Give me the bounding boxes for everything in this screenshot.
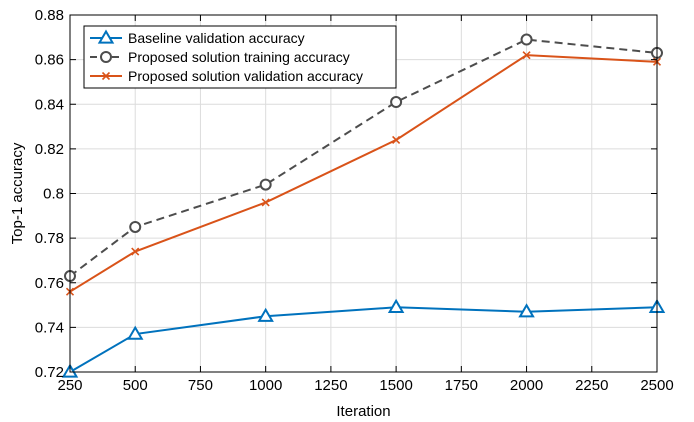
series-line xyxy=(69,306,658,373)
data-point xyxy=(257,307,274,322)
series-layer xyxy=(61,33,666,378)
data-point xyxy=(129,220,142,233)
legend-entry: Proposed solution training accuracy xyxy=(90,49,350,65)
y-tick-label: 0.76 xyxy=(35,275,64,292)
x-tick-label: 1000 xyxy=(249,377,282,394)
series-line xyxy=(69,54,658,293)
legend-box xyxy=(83,25,397,89)
y-tick-label: 0.8 xyxy=(43,186,64,203)
legend-swatch-marker xyxy=(101,71,111,81)
data-point xyxy=(390,96,403,109)
data-point xyxy=(259,178,272,191)
y-tick-label: 0.84 xyxy=(35,96,64,113)
x-tick-label: 1750 xyxy=(445,377,478,394)
x-tick-label: 250 xyxy=(57,377,82,394)
y-tick-label: 0.78 xyxy=(35,230,64,247)
y-tick-label: 0.74 xyxy=(35,319,64,336)
data-point xyxy=(392,135,401,145)
y-tick-label: 0.72 xyxy=(35,364,64,381)
legend-swatch-marker xyxy=(100,51,112,63)
legend-label: Baseline validation accuracy xyxy=(128,30,305,46)
legend-label: Proposed solution validation accuracy xyxy=(128,68,363,84)
x-tick-label: 1250 xyxy=(314,377,347,394)
data-point xyxy=(126,325,144,340)
legend: Baseline validation accuracy Proposed sol… xyxy=(83,25,397,89)
legend-entry: Proposed solution validation accuracy xyxy=(90,68,363,84)
legend-label: Proposed solution training accuracy xyxy=(128,49,350,65)
data-point xyxy=(522,51,531,60)
data-point xyxy=(261,198,270,207)
y-tick-label: 0.82 xyxy=(35,141,64,158)
series-line xyxy=(69,38,658,277)
x-tick-label: 1500 xyxy=(379,377,412,394)
y-axis-title: Top-1 accuracy xyxy=(9,142,26,244)
legend-swatch-marker xyxy=(97,29,115,44)
data-point xyxy=(131,247,140,256)
x-tick-label: 2250 xyxy=(575,377,608,394)
x-axis-title: Iteration xyxy=(336,403,390,420)
data-point xyxy=(387,298,405,313)
axis-ticks: 250 500 750 1000 1250 1500 1750 2000 2250 2500 0.7… xyxy=(35,7,674,394)
x-tick-label: 500 xyxy=(123,377,148,394)
y-tick-label: 0.86 xyxy=(35,52,64,69)
legend-entry: Baseline validation accuracy xyxy=(90,29,305,46)
series-2 xyxy=(64,33,663,283)
y-tick-label: 0.88 xyxy=(35,7,64,24)
data-point xyxy=(520,33,533,46)
x-tick-label: 2500 xyxy=(640,377,673,394)
x-tick-label: 2000 xyxy=(510,377,543,394)
data-point xyxy=(518,303,535,318)
x-tick-label: 750 xyxy=(188,377,213,394)
